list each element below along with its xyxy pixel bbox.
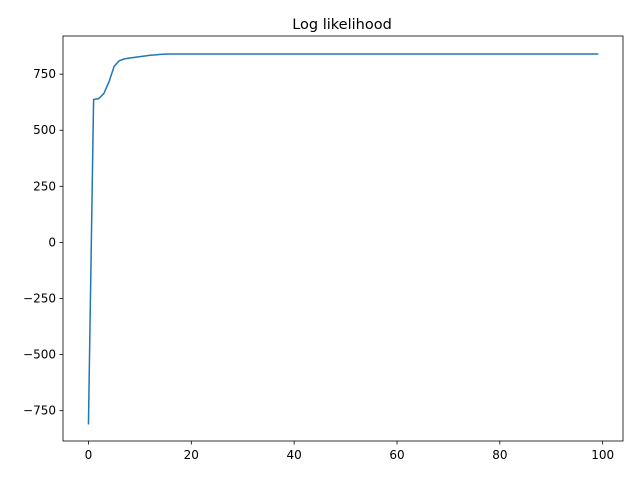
y-tick-label: 250 [33, 179, 56, 193]
y-tick-label: −750 [23, 404, 56, 418]
y-tick-label: −500 [23, 348, 56, 362]
x-tick-label: 20 [184, 448, 199, 462]
plot-area [62, 35, 624, 442]
chart-title: Log likelihood [292, 17, 392, 33]
axes-frame [62, 35, 624, 442]
x-tick-label: 80 [492, 448, 507, 462]
y-tick-label: 500 [33, 123, 56, 137]
x-tick-label: 100 [591, 448, 614, 462]
x-tick-label: 40 [287, 448, 302, 462]
y-tick-label: 0 [48, 235, 56, 249]
y-tick-label: 750 [33, 67, 56, 81]
y-tick-label: −250 [23, 292, 56, 306]
x-tick-label: 0 [85, 448, 93, 462]
x-axis: 0 20 40 60 80 100 [85, 441, 614, 462]
y-axis: −750 −500 −250 0 250 500 750 [23, 67, 63, 418]
x-tick-label: 60 [389, 448, 404, 462]
series-line-0 [87, 53, 599, 425]
